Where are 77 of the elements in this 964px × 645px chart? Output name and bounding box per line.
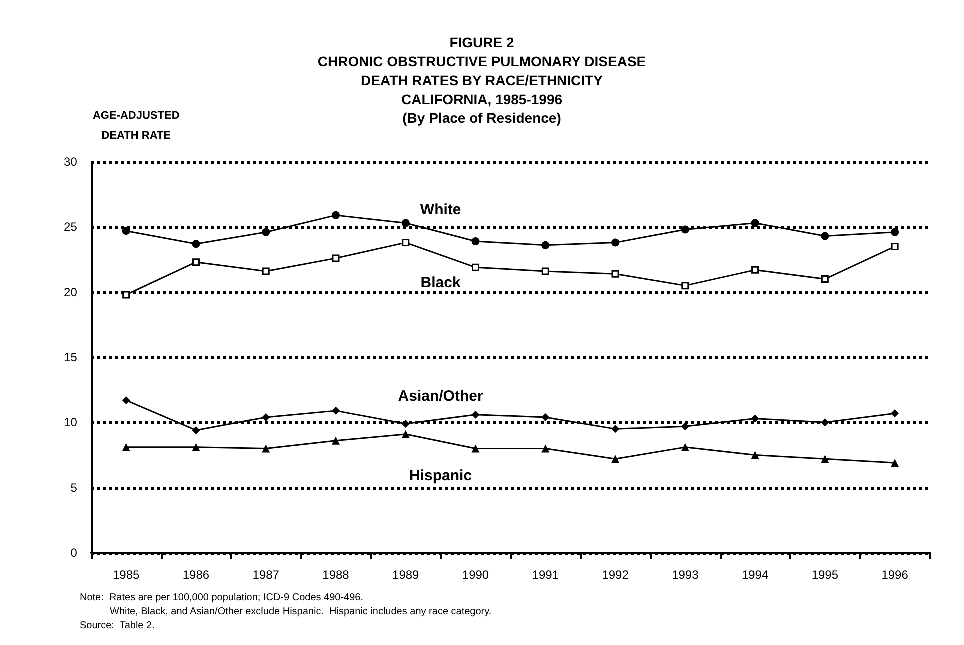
point (751, 414, 760, 423)
point (122, 291, 130, 299)
x-tick-label: 1986 (182, 568, 210, 582)
point (751, 219, 760, 228)
x-tick-label: 1996 (882, 568, 909, 582)
point (402, 420, 410, 428)
x-tick-label: 1993 (672, 568, 700, 582)
point (472, 410, 480, 419)
point (542, 444, 550, 453)
x-tick-label: 1990 (462, 568, 490, 582)
x-tick-label: 1988 (322, 568, 350, 582)
point (402, 219, 410, 228)
y-tick-label: 30 (64, 155, 78, 169)
point (332, 211, 340, 220)
point (751, 451, 760, 460)
point (262, 413, 270, 422)
x-tick-label: 1985 (112, 568, 140, 582)
point (192, 240, 200, 248)
point (472, 264, 480, 272)
point (402, 239, 410, 247)
y-tick-label: 15 (64, 350, 78, 364)
text: Note: Rates are per 100,000 population; ICD-9 Codes 490-496. (80, 592, 364, 604)
point (612, 425, 620, 434)
point (891, 459, 900, 468)
point (472, 444, 480, 453)
point (891, 242, 899, 250)
x-tick-label: 1991 (532, 568, 560, 582)
point (122, 227, 130, 236)
point (122, 443, 130, 452)
x-tick-label: 1989 (392, 568, 420, 582)
point (891, 410, 900, 418)
point (332, 406, 340, 415)
point (682, 282, 690, 290)
point (821, 455, 830, 464)
point (612, 455, 620, 464)
point (192, 426, 200, 434)
x-tick-label: 1987 (252, 568, 280, 582)
point (612, 270, 620, 278)
point (192, 258, 200, 266)
point (122, 396, 130, 405)
point (681, 443, 690, 452)
point (821, 232, 830, 240)
point (752, 266, 760, 274)
point (332, 254, 340, 262)
y-tick-label: 5 (70, 480, 78, 495)
y-tick-label: 0 (70, 546, 78, 560)
point (612, 238, 620, 247)
series-label: Asian/Other (398, 388, 484, 406)
y-tick-label: 20 (64, 285, 78, 300)
point (262, 444, 270, 453)
series-label: Black (420, 274, 462, 292)
point (821, 418, 830, 427)
point (262, 228, 270, 236)
source-note: Source: Table 2. (80, 620, 155, 632)
x-tick-label: 1995 (812, 568, 839, 582)
x-tick-label: 1992 (602, 568, 630, 582)
point (542, 413, 550, 422)
point (542, 241, 550, 250)
point (542, 268, 550, 276)
y-tick-label: 10 (64, 416, 78, 430)
series-label: White (420, 202, 462, 219)
point (332, 436, 340, 445)
point (192, 443, 200, 452)
x-tick-label: 1994 (742, 568, 769, 582)
series-label: Hispanic (410, 468, 472, 485)
point (821, 276, 829, 284)
point (262, 268, 270, 276)
chart-title: FIGURE 2 CHRONIC OBSTRUCTIVE PULMONARY DISEASE DEATH RATES BY RACE/ETHNICITY CALIFORNIA, 1985-1996 (318, 34, 646, 108)
point (681, 422, 690, 431)
point (891, 228, 900, 236)
y-axis-title: AGE-ADJUSTED DEATH RATE (92, 110, 180, 142)
y-tick-label: 25 (64, 220, 78, 234)
text: White, Black, and Asian/Other exclude Hispanic. Hispanic includes any race category. (110, 606, 492, 618)
point (472, 238, 480, 246)
point (402, 430, 410, 438)
point (681, 226, 690, 234)
chart-subtitle: (By Place of Residence) (402, 110, 562, 126)
